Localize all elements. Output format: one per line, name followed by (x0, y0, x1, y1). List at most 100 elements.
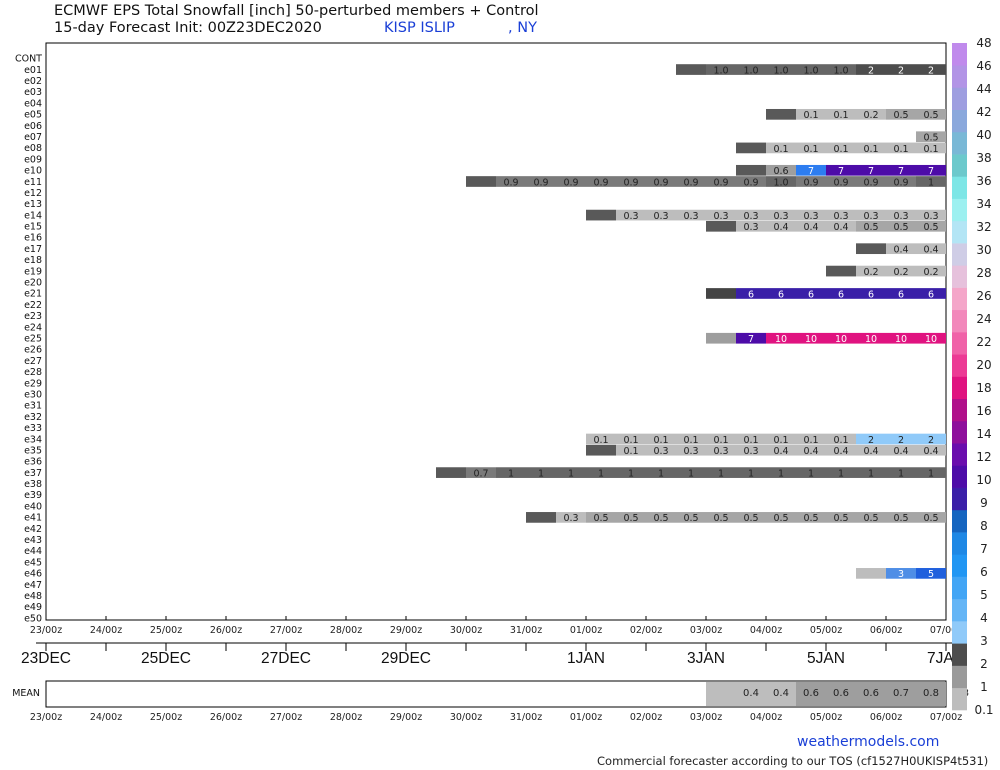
cell-value: 1.0 (833, 65, 848, 76)
member-label: e49 (24, 602, 42, 613)
member-label: e28 (24, 367, 42, 378)
cell-value: 0.3 (713, 446, 728, 457)
cell-value: 7 (928, 166, 934, 177)
cell-value: 1 (688, 468, 694, 479)
cell (886, 243, 916, 255)
cell-value: 0.4 (773, 222, 788, 233)
cell-value: 0.9 (503, 177, 518, 188)
cell (796, 433, 826, 445)
cell-value: 0.5 (893, 513, 908, 524)
tick-label: 05/00z (810, 625, 842, 636)
cell (766, 220, 796, 232)
cell (706, 64, 736, 75)
cell (886, 512, 916, 523)
cell (856, 142, 886, 154)
colorbar-label: 44 (976, 82, 991, 96)
colorbar-swatch (952, 243, 967, 266)
cell (886, 288, 916, 299)
cell-value: 0.6 (773, 166, 788, 177)
cell (826, 108, 856, 120)
cell-value: 0.1 (623, 446, 638, 457)
colorbar-swatch (952, 354, 967, 377)
cell (916, 332, 946, 344)
time-axis: 23/00z 23/00z 24/00z 24/00z 25/00z 25/00z 26/0… (21, 616, 966, 723)
member-label: e02 (24, 76, 42, 87)
member-label: e50 (24, 613, 42, 624)
mean-tick-label: 02/00z (630, 712, 662, 723)
colorbar-swatch (952, 332, 967, 355)
cell-value: 1 (928, 177, 934, 188)
cell-value: 0.5 (863, 513, 878, 524)
cell-value: 0.1 (623, 435, 638, 446)
cell (736, 209, 766, 221)
colorbar-swatch (952, 154, 967, 177)
cell-value: 2 (928, 435, 934, 446)
colorbar-swatch (952, 109, 967, 133)
cell-value: 0.3 (653, 446, 668, 457)
cell (826, 164, 856, 176)
cell-value: 0.2 (863, 267, 878, 278)
cell-value: 0.4 (893, 245, 908, 256)
cell (706, 176, 736, 187)
cell (736, 444, 766, 456)
cell (766, 176, 796, 187)
mean-label: MEAN (12, 688, 40, 699)
cell (916, 176, 946, 187)
cell (796, 164, 826, 176)
station-state: , NY (508, 20, 537, 36)
member-label: e10 (24, 166, 42, 177)
cell-value: 1 (508, 468, 514, 479)
cell (766, 467, 796, 478)
colorbar-label: 4 (980, 611, 988, 625)
cell-value: 0.1 (893, 144, 908, 155)
cell (616, 433, 646, 445)
member-label: e26 (24, 345, 42, 356)
colorbar-label: 10 (976, 473, 991, 487)
cell (766, 108, 796, 120)
cell (856, 243, 886, 255)
tick-label: 01/00z (570, 625, 602, 636)
brand-link[interactable]: weathermodels.com (797, 734, 940, 750)
cell (916, 243, 946, 255)
cell-value: 0.9 (743, 177, 758, 188)
cell-value: 0.3 (743, 446, 758, 457)
date-label: 1JAN (567, 650, 605, 667)
mean-cell (796, 682, 826, 706)
cell-value: 0.4 (863, 446, 878, 457)
cell-value: 0.9 (863, 177, 878, 188)
cell-value: 0.2 (893, 267, 908, 278)
cell-value: 1 (598, 468, 604, 479)
cell (856, 512, 886, 523)
cell (886, 568, 916, 579)
colorbar-legend: 0.11234567891012141618202224262830323436… (952, 36, 994, 717)
cell-value: 0.9 (623, 177, 638, 188)
mean-tick-label: 26/00z (210, 712, 242, 723)
cell-value: 0.9 (803, 177, 818, 188)
colorbar-swatch (952, 131, 967, 155)
cell-value: 0.5 (773, 513, 788, 524)
cell (856, 108, 886, 120)
cell (646, 209, 676, 221)
mean-tick-label: 03/00z (690, 712, 722, 723)
tick-label: 23/00z (30, 625, 62, 636)
cell (916, 288, 946, 299)
cell-value: 6 (868, 289, 874, 300)
tick-label: 27/00z (270, 625, 302, 636)
date-label: 5JAN (807, 650, 845, 667)
cell (616, 512, 646, 523)
cell (676, 433, 706, 445)
colorbar-label: 9 (980, 496, 988, 510)
cell-value: 6 (808, 289, 814, 300)
cell-value: 0.1 (833, 435, 848, 446)
cell-value: 0.1 (833, 144, 848, 155)
cell (796, 64, 826, 75)
cell (526, 467, 556, 478)
member-label: e29 (24, 378, 42, 389)
cell (436, 467, 466, 478)
colorbar-swatch (952, 576, 967, 600)
cell (826, 433, 856, 445)
mean-cell (856, 682, 886, 706)
cell (886, 265, 916, 277)
cell (916, 568, 946, 579)
